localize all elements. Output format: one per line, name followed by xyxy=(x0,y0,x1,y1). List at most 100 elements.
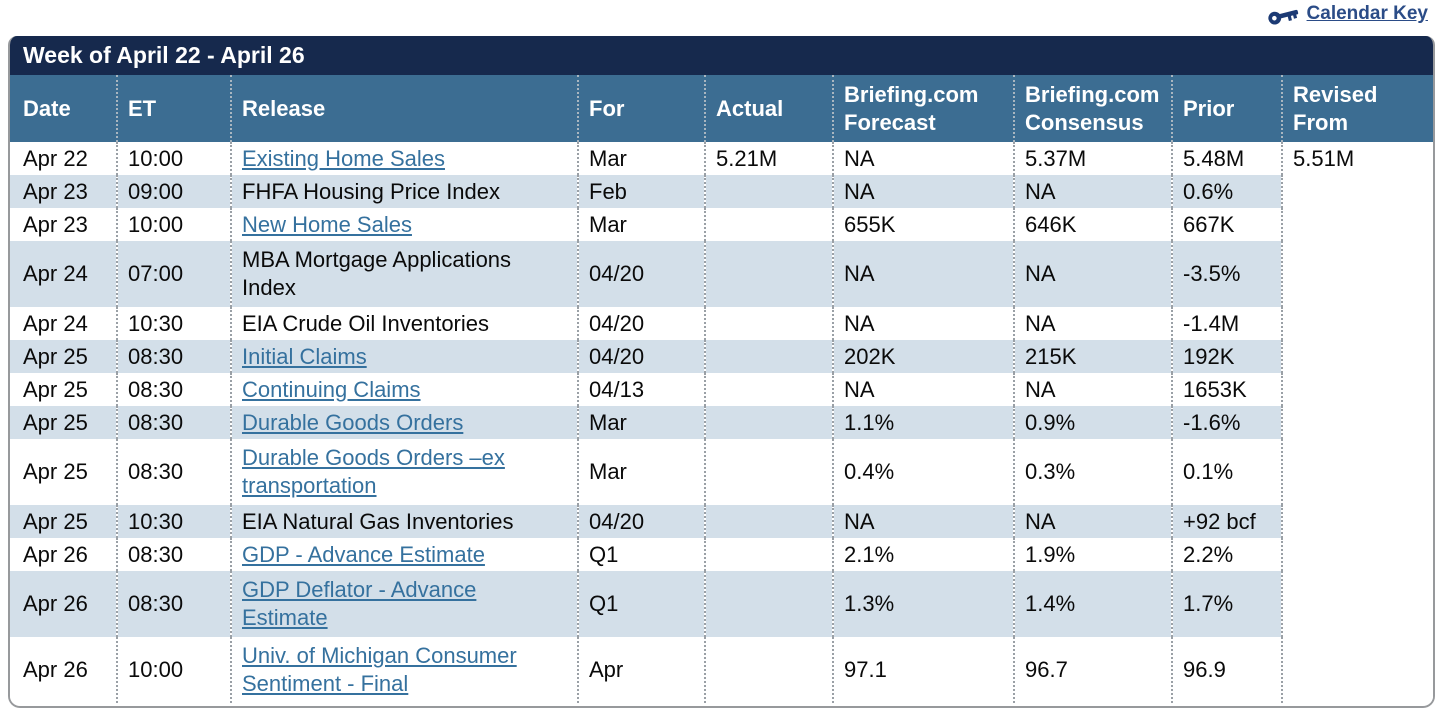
column-header-actual: Actual xyxy=(704,75,833,142)
cell-revised xyxy=(1281,208,1433,241)
cell-revised xyxy=(1281,406,1433,439)
table-row: Apr 26 08:30 GDP Deflator - Advance Estima… xyxy=(10,571,1433,637)
release-link[interactable]: Continuing Claims xyxy=(242,376,421,402)
cell-forecast: 1.3% xyxy=(832,571,1014,637)
cell-date: Apr 22 xyxy=(23,145,88,171)
cell-forecast: NA xyxy=(832,505,1014,538)
cell-actual xyxy=(704,538,833,571)
cell-for: Feb xyxy=(577,175,705,208)
release-link[interactable]: Durable Goods Orders xyxy=(242,409,464,435)
column-header-prior: Prior xyxy=(1171,75,1282,142)
cell-prior: 96.9 xyxy=(1171,637,1282,703)
cell-revised xyxy=(1281,175,1433,208)
cell-for: Mar xyxy=(577,142,705,175)
cell-date: Apr 26 xyxy=(23,541,88,567)
cell-revised xyxy=(1281,373,1433,406)
cell-forecast: 202K xyxy=(832,340,1014,373)
release-link[interactable]: Durable Goods Orders –ex transportation xyxy=(242,445,505,498)
cell-consensus: 0.3% xyxy=(1013,439,1172,505)
cell-forecast: NA xyxy=(832,373,1014,406)
cell-prior: 5.48M xyxy=(1171,142,1282,175)
table-row: Apr 24 10:30 EIA Crude Oil Inventories 04/2… xyxy=(10,307,1433,340)
release-link[interactable]: GDP Deflator - Advance Estimate xyxy=(242,577,477,630)
cell-prior: 2.2% xyxy=(1171,538,1282,571)
cell-actual xyxy=(704,307,833,340)
cell-forecast: 0.4% xyxy=(832,439,1014,505)
table-row: Apr 25 08:30 Initial Claims 04/20 202K 215K 19… xyxy=(10,340,1433,373)
cell-actual xyxy=(704,241,833,307)
cell-actual xyxy=(704,571,833,637)
cell-actual: 5.21M xyxy=(704,142,833,175)
cell-actual xyxy=(704,505,833,538)
cell-release: Initial Claims xyxy=(230,340,578,373)
table-row: Apr 25 08:30 Durable Goods Orders –ex tran… xyxy=(10,439,1433,505)
cell-actual xyxy=(704,175,833,208)
cell-et: 10:00 xyxy=(116,142,231,175)
top-bar: Calendar Key xyxy=(0,0,1453,34)
cell-release: Durable Goods Orders xyxy=(230,406,578,439)
cell-date: Apr 26 xyxy=(23,591,88,616)
cell-revised xyxy=(1281,538,1433,571)
table-row: Apr 25 08:30 Continuing Claims 04/13 NA NA 165… xyxy=(10,373,1433,406)
calendar-key-link[interactable]: Calendar Key xyxy=(1266,3,1428,25)
cell-forecast: NA xyxy=(832,142,1014,175)
table-row: Apr 25 10:30 EIA Natural Gas Inventories 04… xyxy=(10,505,1433,538)
cell-date: Apr 25 xyxy=(23,376,88,402)
cell-et: 08:30 xyxy=(116,406,231,439)
cell-release: FHFA Housing Price Index xyxy=(230,175,578,208)
release-link[interactable]: Univ. of Michigan Consumer Sentiment - F… xyxy=(242,643,517,696)
cell-release: Existing Home Sales xyxy=(230,142,578,175)
cell-date: Apr 23 xyxy=(23,211,88,237)
cell-consensus: 5.37M xyxy=(1013,142,1172,175)
cell-forecast: 1.1% xyxy=(832,406,1014,439)
cell-release: Univ. of Michigan Consumer Sentiment - F… xyxy=(230,637,578,703)
column-header-release: Release xyxy=(230,75,578,142)
key-icon xyxy=(1266,3,1300,25)
cell-for: Apr xyxy=(577,637,705,703)
release-link[interactable]: New Home Sales xyxy=(242,211,412,237)
cell-actual xyxy=(704,340,833,373)
cell-forecast: 2.1% xyxy=(832,538,1014,571)
week-title: Week of April 22 - April 26 xyxy=(10,36,1433,75)
cell-prior: 667K xyxy=(1171,208,1282,241)
cell-consensus: NA xyxy=(1013,373,1172,406)
table-row: Apr 26 08:30 GDP - Advance Estimate Q1 2.1% 1… xyxy=(10,538,1433,571)
cell-consensus: NA xyxy=(1013,175,1172,208)
cell-release: EIA Crude Oil Inventories xyxy=(230,307,578,340)
cell-date: Apr 25 xyxy=(23,343,88,369)
column-header-date: Date xyxy=(10,75,117,142)
cell-prior: -1.6% xyxy=(1171,406,1282,439)
cell-prior: 0.1% xyxy=(1171,439,1282,505)
column-header-forecast: Briefing.com Forecast xyxy=(832,75,1014,142)
cell-forecast: NA xyxy=(832,241,1014,307)
cell-revised xyxy=(1281,571,1433,637)
cell-release: GDP - Advance Estimate xyxy=(230,538,578,571)
cell-revised xyxy=(1281,637,1433,703)
cell-for: 04/20 xyxy=(577,340,705,373)
cell-et: 10:00 xyxy=(116,208,231,241)
cell-date: Apr 24 xyxy=(23,310,88,336)
column-header-revised: Revised From xyxy=(1281,75,1433,142)
cell-et: 08:30 xyxy=(116,340,231,373)
cell-et: 10:30 xyxy=(116,505,231,538)
cell-date: Apr 23 xyxy=(23,178,88,204)
cell-consensus: NA xyxy=(1013,241,1172,307)
cell-prior: 1.7% xyxy=(1171,571,1282,637)
cell-for: 04/20 xyxy=(577,241,705,307)
cell-for: 04/20 xyxy=(577,505,705,538)
cell-et: 08:30 xyxy=(116,439,231,505)
cell-et: 08:30 xyxy=(116,538,231,571)
cell-forecast: NA xyxy=(832,175,1014,208)
release-link[interactable]: GDP - Advance Estimate xyxy=(242,541,485,567)
release-link[interactable]: Existing Home Sales xyxy=(242,145,445,171)
cell-revised xyxy=(1281,505,1433,538)
cell-actual xyxy=(704,406,833,439)
cell-et: 08:30 xyxy=(116,373,231,406)
release-link[interactable]: Initial Claims xyxy=(242,343,367,369)
cell-date: Apr 25 xyxy=(23,459,88,484)
cell-actual xyxy=(704,373,833,406)
cell-et: 08:30 xyxy=(116,571,231,637)
cell-et: 10:30 xyxy=(116,307,231,340)
cell-for: Mar xyxy=(577,208,705,241)
cell-forecast: 655K xyxy=(832,208,1014,241)
